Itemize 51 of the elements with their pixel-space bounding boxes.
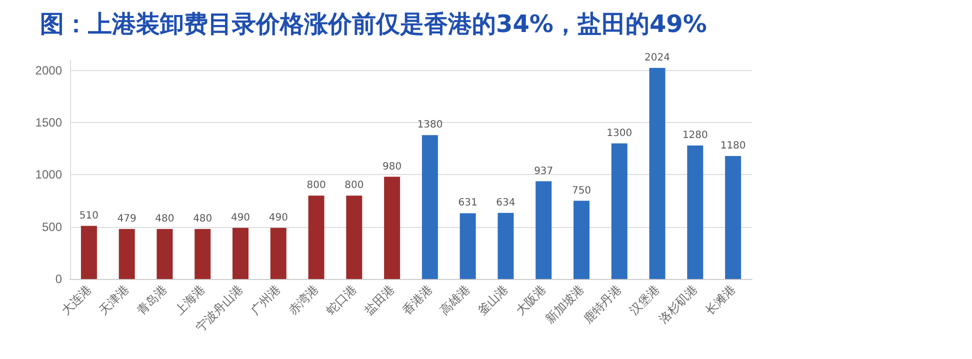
data-label: 631: [458, 198, 478, 209]
data-label: 490: [230, 212, 250, 224]
y-tick-label: 2000: [35, 63, 62, 78]
bar: [118, 229, 135, 279]
x-tick-label: 长滩港: [702, 282, 738, 318]
data-label: 750: [572, 185, 592, 196]
data-label: 479: [117, 214, 136, 225]
data-label: 480: [155, 213, 174, 224]
bar: [156, 228, 173, 279]
bar: [384, 176, 400, 279]
x-tick-label: 广州港: [248, 282, 284, 318]
y-tick-label: 500: [42, 220, 62, 234]
bar: [346, 196, 362, 279]
data-label: 800: [344, 180, 364, 192]
data-label: 980: [382, 161, 402, 172]
bar: [270, 228, 286, 279]
bar: [611, 143, 628, 279]
x-tick-label: 高雄港: [437, 282, 473, 318]
bar: [194, 228, 211, 279]
data-label: 1180: [720, 140, 746, 152]
x-tick-label: 盐田港: [362, 282, 398, 318]
data-label: 1380: [417, 120, 443, 131]
x-tick-label: 天津港: [96, 282, 132, 318]
bar: [422, 135, 438, 279]
bar: [687, 146, 704, 279]
bar: [232, 228, 248, 279]
bar: [536, 181, 552, 279]
data-label: 510: [79, 210, 98, 222]
data-label: 937: [534, 166, 554, 177]
bar: [308, 196, 324, 279]
data-label: 490: [268, 212, 288, 224]
data-label: 1300: [606, 128, 632, 139]
y-tick-label: 1500: [35, 116, 62, 130]
x-tick-label: 蛇口港: [324, 282, 360, 318]
data-label: 1280: [682, 130, 708, 142]
data-label: 480: [193, 213, 212, 224]
bar: [460, 213, 476, 279]
bar: [574, 200, 590, 279]
bar: [649, 68, 666, 279]
x-tick-label: 赤湾港: [286, 282, 322, 318]
bar: [80, 226, 97, 279]
data-label: 2024: [644, 52, 670, 64]
x-tick-label: 青岛港: [134, 282, 170, 318]
data-label: 800: [306, 180, 326, 192]
bar: [498, 212, 514, 279]
x-tick-label: 香港港: [400, 282, 435, 318]
data-label: 634: [496, 197, 516, 208]
bar: [725, 156, 742, 279]
chart-title: 图：上港装卸费目录价格涨价前仅是香港的34%，盐田的49%: [40, 9, 707, 40]
x-tick-label: 釜山港: [475, 282, 511, 318]
y-tick-label: 1000: [35, 168, 62, 182]
